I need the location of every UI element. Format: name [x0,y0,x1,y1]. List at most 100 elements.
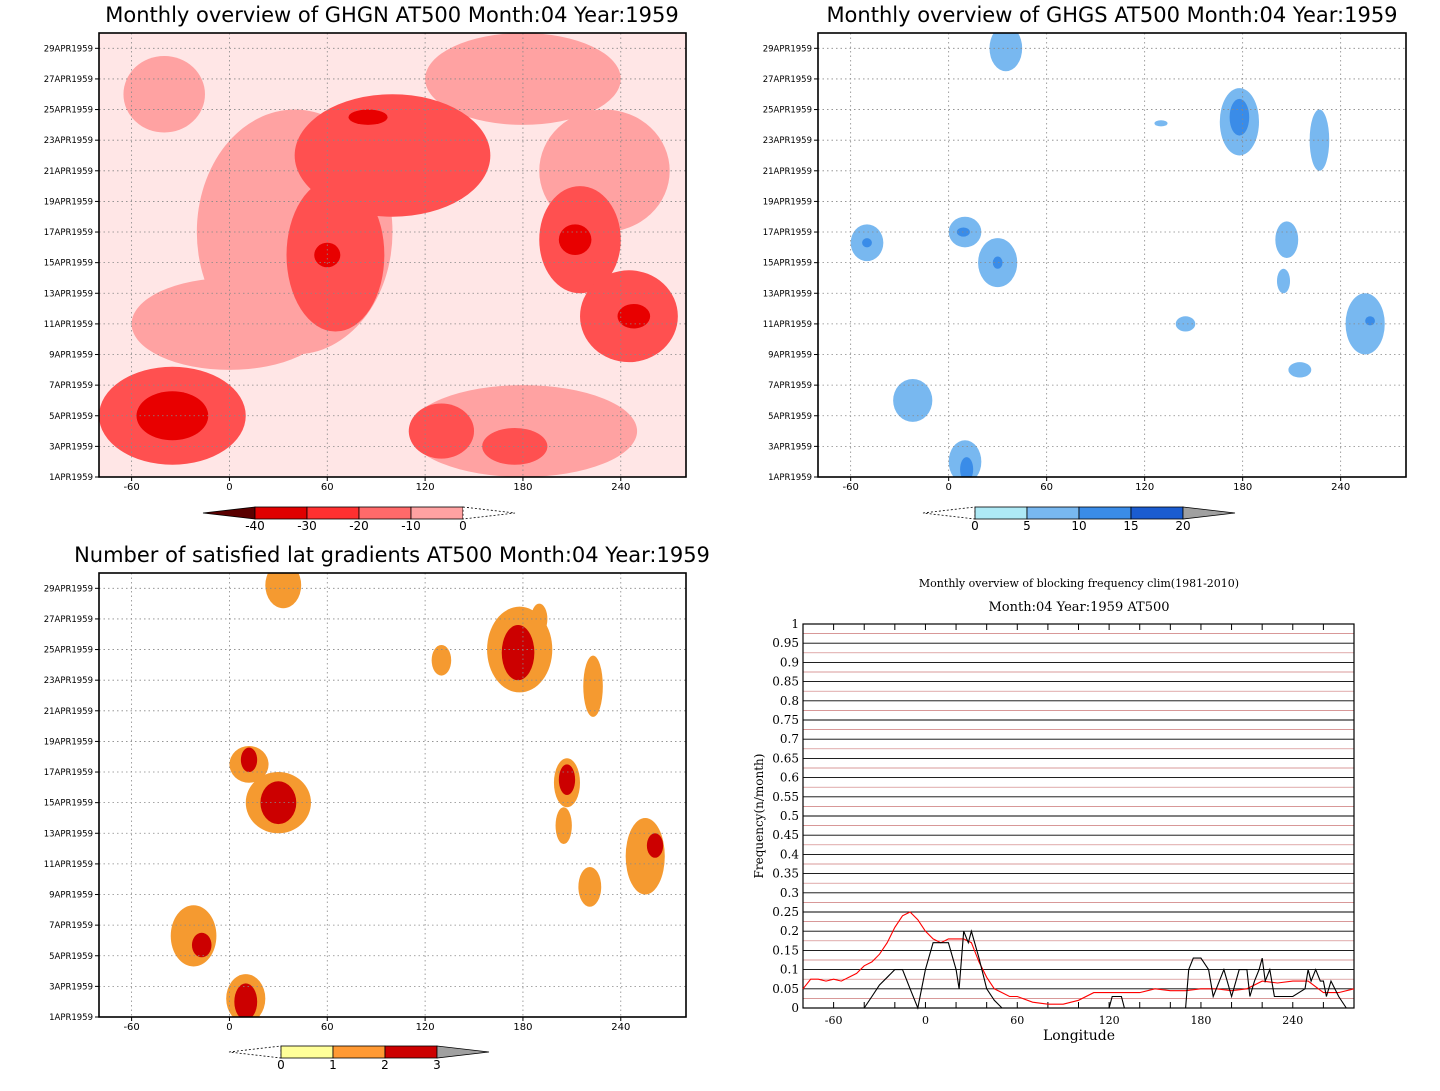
x-tick-label: 180 [513,482,532,493]
series-line-2 [803,929,1347,1010]
colorbar-segment [332,1045,386,1059]
y-tick-label: 9APR1959 [768,351,812,361]
y-tick-label: 1APR1959 [49,1013,93,1023]
contour-blob [191,932,212,958]
colorbar-right-arrow [462,506,516,520]
contour-blob [531,603,548,635]
colorbar-label: 20 [1175,519,1190,533]
contour-blob [170,905,217,967]
contour-blob [482,428,548,465]
y-tick-label: 0.5 [780,809,799,823]
y-tick-label: 19APR1959 [763,197,812,207]
x-tick-label: 240 [611,482,630,493]
colorbar-segment [306,506,360,520]
y-tick-label: 29APR1959 [44,44,93,54]
y-tick-label: 13APR1959 [44,829,93,839]
colorbar-segment [384,1045,438,1059]
y-tick-label: 21APR1959 [44,167,93,177]
colorbar-segment [1026,506,1080,520]
contour-blob [1365,316,1375,326]
contour-blob [131,277,328,370]
colorbar-label: 3 [433,1058,441,1072]
colorbar-left-arrow [202,506,256,520]
map-panel-3: Number of satisfied lat gradients AT500 … [44,543,710,1072]
contour-blob [242,998,253,1017]
contour-blob [989,33,1023,72]
panel-title: Monthly overview of GHGS AT500 Month:04 … [826,3,1397,27]
colorbar-right-arrow [436,1045,490,1059]
chart-subtitle: Month:04 Year:1959 AT500 [988,600,1169,615]
y-tick-label: 11APR1959 [763,320,812,330]
colorbar: 0 5 10 15 20 [922,506,1236,533]
colorbar-label: 1 [329,1058,337,1072]
y-tick-label: 9APR1959 [49,351,93,361]
x-tick-label: 0 [922,1014,929,1027]
contour-blob [501,625,535,681]
y-tick-label: 13APR1959 [44,289,93,299]
y-tick-label: 15APR1959 [44,799,93,809]
y-tick-label: 0.8 [780,694,799,708]
colorbar-segment [358,506,412,520]
colorbar-label: 2 [381,1058,389,1072]
y-tick-label: 23APR1959 [763,136,812,146]
contour-field [170,573,665,1017]
panel-title: Monthly overview of GHGN AT500 Month:04 … [105,3,678,27]
y-tick-label: 0.2 [780,924,799,938]
y-tick-label: 0.9 [780,655,799,669]
x-tick-label: 240 [1282,1014,1303,1027]
contour-blob [123,55,205,133]
contour-blob [583,655,603,717]
contour-field [850,33,1385,477]
y-tick-label: 21APR1959 [44,707,93,717]
y-tick-label: 21APR1959 [763,167,812,177]
plot-frame [98,32,687,478]
x-tick-label: 240 [1331,482,1350,493]
y-axis-label: Frequency(n/month) [752,754,766,879]
y-tick-label: 27APR1959 [763,75,812,85]
plot-frame [817,32,1407,478]
y-tick-label: 0.25 [772,905,799,919]
y-tick-label: 0.1 [780,963,799,977]
x-tick-label: 0 [945,482,951,493]
y-tick-label: 17APR1959 [763,228,812,238]
y-tick-label: 5APR1959 [49,412,93,422]
colorbar-label: 15 [1123,519,1138,533]
x-tick-label: 0 [226,1022,232,1033]
contour-blob [1275,221,1299,259]
x-tick-label: 60 [1040,482,1053,493]
y-tick-label: 7APR1959 [768,381,812,391]
y-tick-label: 0.65 [772,751,799,765]
y-tick-label: 17APR1959 [44,768,93,778]
grid-lines [99,573,686,1018]
contour-blob [1154,120,1168,127]
y-tick-label: 0.45 [772,828,799,842]
y-tick-label: 7APR1959 [49,381,93,391]
y-tick-label: 17APR1959 [44,228,93,238]
x-tick-label: 180 [513,1022,532,1033]
series-line-1 [802,911,1355,1005]
y-tick-label: 23APR1959 [44,136,93,146]
map-panel-1: Monthly overview of GHGN AT500 Month:04 … [44,3,687,533]
colorbar-segment [280,1045,334,1059]
chart-title: Monthly overview of blocking frequency c… [919,577,1239,590]
y-tick-label: 23APR1959 [44,676,93,686]
contour-blob [431,644,452,676]
contour-blob [893,379,933,422]
contour-blob [992,256,1003,269]
contour-blob [578,866,602,907]
y-tick-label: 11APR1959 [44,320,93,330]
y-tick-label: 19APR1959 [44,737,93,747]
y-tick-label: 0.75 [772,713,799,727]
colorbar-label: 0 [459,519,467,533]
y-tick-label: 0.05 [772,982,799,996]
contour-blob [1175,316,1196,332]
x-tick-label: 180 [1190,1014,1211,1027]
contour-blob [1345,293,1385,355]
plot-frame [98,572,687,1018]
y-tick-label: 3APR1959 [49,442,93,452]
y-tick-label: 25APR1959 [44,106,93,116]
y-tick-label: 27APR1959 [44,75,93,85]
y-tick-label: 3APR1959 [49,982,93,992]
contour-blob [646,833,664,858]
colorbar-label: -10 [401,519,421,533]
